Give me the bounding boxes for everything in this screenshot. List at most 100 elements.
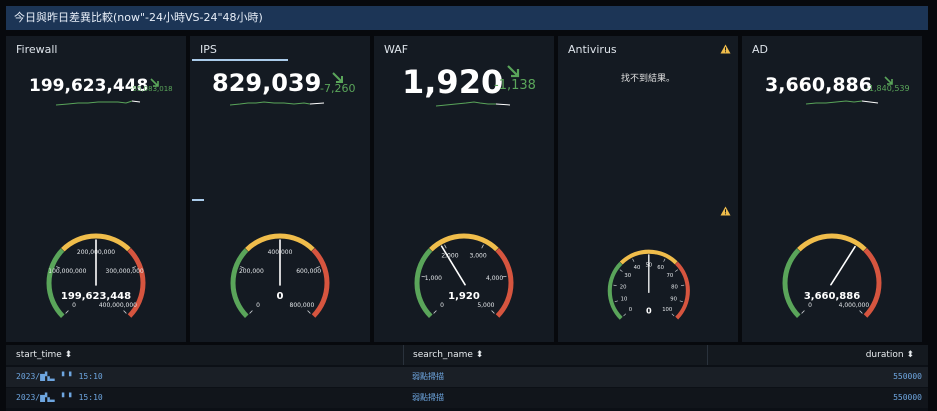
gauge-tick-label: 0 (808, 302, 812, 309)
gauge-tick-label: 10 (621, 296, 628, 302)
gauge-tick (801, 310, 805, 314)
gauge-band (414, 248, 433, 318)
gauge-tick-label: 40 (634, 265, 641, 271)
gauge-value-label: 0 (277, 291, 284, 302)
single-value: 829,039 (212, 69, 322, 97)
gauge-tick-label: 0 (72, 302, 76, 309)
single-value: 1,920 (402, 63, 504, 101)
gauge-tick (859, 310, 863, 314)
gauge-tick (679, 300, 683, 303)
duration-cell[interactable]: 550000 (893, 393, 922, 402)
results-table: start_time ⬍ search_name ⬍ duration ⬍ 20… (6, 345, 928, 411)
gauge-value-label: 1,920 (448, 291, 480, 302)
trend-down-arrow-icon (150, 78, 159, 87)
gauge-tick-label: 5,000 (477, 302, 494, 309)
sparkline (56, 100, 141, 106)
gauge-needle (440, 245, 466, 286)
duration-cell[interactable]: 550000 (893, 372, 922, 381)
radial-gauge: 0102030405060708090100 0 (607, 249, 690, 320)
gauge-band (311, 248, 330, 318)
gauge-band (797, 233, 867, 252)
panel-title: Firewall (16, 43, 58, 56)
gauge-tick-label: 300,000,000 (106, 268, 144, 275)
gauge-tick-label: 1,000 (425, 275, 442, 282)
sparkline (806, 100, 879, 105)
gauge-tick (680, 284, 685, 286)
gauge-tick (663, 258, 666, 262)
gauge-tick (421, 275, 426, 278)
gauge-tick (123, 310, 127, 314)
gauge-tick (671, 313, 675, 317)
gauge-tick-label: 100 (662, 307, 672, 313)
panel-ad: AD 3,660,886 -1,840,539 0 4,000,000 3,660… (742, 36, 922, 342)
warning-icon[interactable] (720, 206, 731, 216)
gauge-band (61, 233, 131, 252)
radial-gauge: 0100,000,000200,000,000300,000,000400,00… (46, 233, 146, 318)
gauge-value-label: 0 (646, 306, 652, 316)
gauge-tick-label: 70 (667, 273, 674, 279)
start-time-cell[interactable]: 2023/▆▚▂ ▝ ▘ 15:10 (16, 393, 103, 402)
gauge-tick (240, 266, 245, 269)
gauge-tick-label: 4,000,000 (839, 302, 870, 309)
gauge-value-label: 199,623,448 (61, 291, 131, 302)
gauge-tick (674, 269, 678, 272)
search-name-cell[interactable]: 弱點掃描 (412, 372, 444, 381)
gauge-tick (613, 284, 617, 286)
gauge-tick-label: 100,000,000 (48, 268, 86, 275)
gauge-tick (65, 310, 69, 314)
gauge-tick (502, 275, 507, 278)
gauge-tick (619, 269, 623, 272)
gauge-tick (623, 313, 627, 317)
column-header-search-name[interactable]: search_name ⬍ (403, 345, 703, 365)
gauge-tick-label: 80 (671, 284, 678, 290)
delta-value: -1,840,539 (866, 84, 910, 93)
warning-icon[interactable] (720, 44, 731, 54)
gauge-tick-label: 20 (620, 284, 627, 290)
gauge-tick (444, 244, 447, 249)
gauge-tick-label: 0 (440, 302, 444, 309)
radial-gauge: 0 1,000 2,000 3,000 4,000 5,000 1,920 (414, 233, 514, 318)
gauge-tick-label: 0 (629, 307, 632, 313)
selected-indicator (192, 59, 288, 61)
trend-down-arrow-icon (332, 72, 343, 83)
gauge-tick-label: 30 (624, 273, 631, 279)
gauge-tick (614, 300, 618, 303)
single-value: 199,623,448 (29, 76, 149, 96)
gauge-band (495, 248, 514, 318)
gauge-value-label: 3,660,886 (804, 291, 860, 302)
delta-value: -7,260 (320, 82, 356, 95)
gauge-tick-label: 90 (670, 296, 677, 302)
sparkline (230, 101, 325, 106)
panel-antivirus: Antivirus 找不到結果。 0102030405060708090100 … (558, 36, 738, 342)
column-header-duration[interactable]: duration ⬍ (707, 345, 928, 365)
panel-title: WAF (384, 43, 409, 56)
gauge-tick (433, 310, 437, 314)
single-value: 3,660,886 (765, 74, 872, 96)
delta-value: -55,083,018 (130, 85, 173, 93)
gauge-band (619, 249, 678, 265)
gauge-tick-label: 200,000 (239, 268, 264, 275)
table-header: start_time ⬍ search_name ⬍ duration ⬍ (6, 345, 928, 365)
gauge-needle (830, 245, 856, 286)
gauge-band (429, 233, 499, 252)
panel-resize-mark (192, 199, 204, 201)
start-time-cell[interactable]: 2023/▆▚▂ ▝ ▘ 15:10 (16, 372, 103, 381)
gauge-band (46, 248, 65, 318)
panel-title: Antivirus (568, 43, 617, 56)
gauge-band (863, 248, 882, 318)
gauge-tick (307, 310, 311, 314)
gauge-tick (491, 310, 495, 314)
search-name-cell[interactable]: 弱點掃描 (412, 393, 444, 402)
gauge-tick (131, 266, 136, 269)
gauge-tick-label: 3,000 (469, 252, 486, 259)
gauge-tick (56, 266, 61, 269)
gauge-tick-label: 600,000 (296, 268, 321, 275)
column-header-start-time[interactable]: start_time ⬍ (16, 350, 73, 360)
gauge-band (607, 261, 623, 320)
gauge-tick-label: 400,000,000 (99, 302, 137, 309)
gauge-tick (481, 244, 484, 249)
radial-gauge: 0 4,000,000 3,660,886 (782, 233, 882, 318)
table-row: 2023/▆▚▂ ▝ ▘ 15:10 弱點掃描 550000 (6, 388, 928, 408)
panel-firewall: Firewall 199,623,448 -55,083,018 0 100,00… (6, 36, 186, 342)
